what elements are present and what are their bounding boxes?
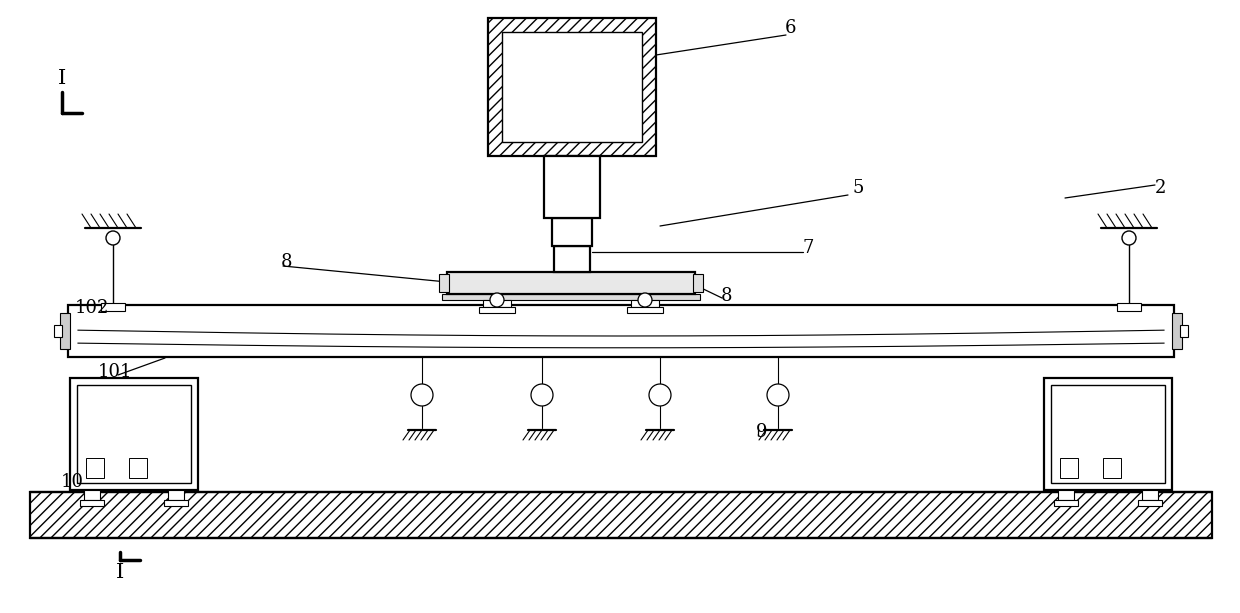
Bar (68, 305, 1174, 357)
Bar (86, 458, 104, 478)
Text: I: I (58, 69, 66, 88)
Bar (55, 325, 62, 337)
Text: 2: 2 (1154, 179, 1166, 197)
Circle shape (490, 293, 503, 307)
Bar (30, 492, 1211, 538)
Circle shape (649, 384, 671, 406)
Bar (502, 32, 642, 142)
Bar (1104, 458, 1121, 478)
Bar (167, 490, 184, 500)
Bar (479, 307, 515, 313)
Bar (81, 500, 104, 506)
Bar (84, 490, 100, 500)
Bar (164, 500, 188, 506)
Bar (1172, 313, 1182, 349)
Bar (1180, 325, 1188, 337)
Bar (631, 300, 658, 307)
Circle shape (531, 384, 553, 406)
Text: 8: 8 (280, 253, 291, 271)
Bar (1060, 458, 1078, 478)
Bar (1117, 303, 1141, 311)
Bar (441, 294, 701, 300)
Bar (1044, 378, 1172, 490)
Text: 7: 7 (802, 239, 813, 257)
Bar (69, 378, 198, 490)
Bar (489, 18, 656, 156)
Text: 8: 8 (720, 287, 732, 305)
Bar (1142, 490, 1158, 500)
Bar (446, 272, 694, 294)
Text: 102: 102 (74, 299, 109, 317)
Text: 6: 6 (784, 19, 796, 37)
Bar (77, 385, 191, 483)
Bar (439, 274, 449, 292)
Bar (1052, 385, 1166, 483)
Bar (627, 307, 663, 313)
Bar (1058, 490, 1074, 500)
Bar (544, 156, 600, 218)
Bar (1054, 500, 1078, 506)
Circle shape (639, 293, 652, 307)
Circle shape (768, 384, 789, 406)
Bar (484, 300, 511, 307)
Bar (693, 274, 703, 292)
Bar (1138, 500, 1162, 506)
Bar (100, 303, 125, 311)
Circle shape (1122, 231, 1136, 245)
Text: 5: 5 (852, 179, 864, 197)
Text: 9: 9 (756, 423, 768, 441)
Bar (554, 246, 590, 272)
Bar (552, 218, 591, 246)
Text: I: I (115, 563, 124, 582)
Bar (129, 458, 148, 478)
Circle shape (105, 231, 120, 245)
Bar (60, 313, 69, 349)
Text: 101: 101 (98, 363, 133, 381)
Text: 10: 10 (61, 473, 83, 491)
Circle shape (410, 384, 433, 406)
